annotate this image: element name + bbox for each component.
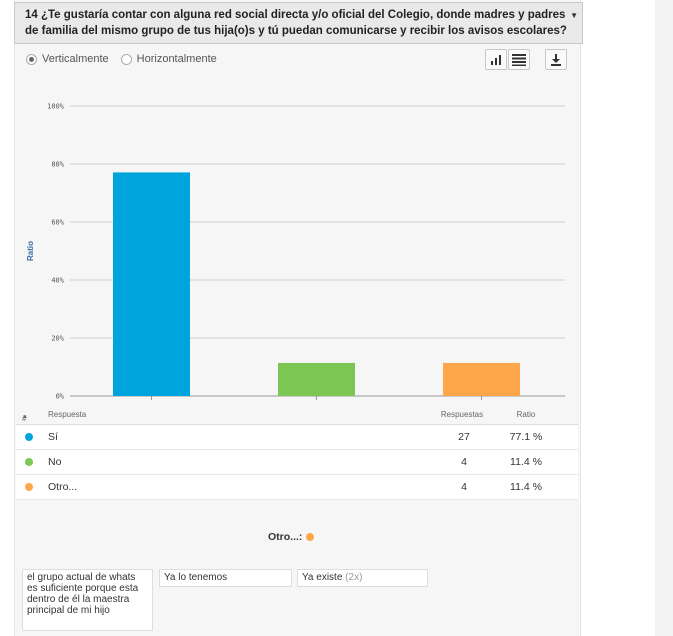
y-axis-title: Ratio (26, 241, 35, 261)
table-row: Otro... 4 11.4 % (16, 475, 578, 500)
other-answer-2: Ya lo tenemos (159, 569, 292, 587)
y-tick-label: 0% (56, 393, 65, 401)
other-answer-1: el grupo actual de whats es suficiente p… (22, 569, 153, 631)
row-count: 27 (458, 431, 470, 443)
page-gutter (655, 0, 673, 636)
row-ratio: 77.1 % (509, 431, 543, 443)
header-response[interactable]: Respuesta (48, 410, 87, 419)
y-tick-label: 100% (47, 103, 65, 111)
y-tick-label: 40% (51, 277, 64, 285)
table-view-button[interactable] (508, 49, 530, 70)
other-color-dot (306, 533, 315, 541)
row-count: 4 (461, 456, 467, 468)
bar-0 (113, 172, 190, 396)
bar-chart-button[interactable] (485, 49, 507, 70)
question-title-line2: de familia del mismo grupo de tus hija(o… (25, 25, 567, 37)
download-icon (551, 54, 561, 66)
row-count: 4 (461, 481, 467, 493)
series-dot (25, 433, 33, 441)
table-icon (512, 54, 526, 66)
orientation-options: Verticalmente Horizontalmente (26, 53, 217, 65)
caret-down-icon[interactable]: ▼ (570, 11, 578, 20)
series-dot (25, 483, 33, 491)
table-row: Sí 27 77.1 % (16, 425, 578, 450)
table-header: # ▲ Respuesta Respuestas Ratio (16, 406, 578, 425)
table-body: Sí 27 77.1 % No 4 11.4 % Otro... 4 11.4 % (16, 425, 578, 500)
horizontal-radio[interactable] (120, 53, 132, 65)
other-answer-3: Ya existe (2x) (297, 569, 428, 587)
row-label: No (48, 456, 62, 468)
row-ratio: 11.4 % (510, 456, 542, 468)
table-row: No 4 11.4 % (16, 450, 578, 475)
horizontal-label[interactable]: Horizontalmente (136, 53, 217, 65)
other-title-text: Otro...: (268, 531, 303, 543)
bar-chart-svg: 0% 20% 40% 60% 80% 100% Ratio (26, 103, 565, 401)
download-button[interactable] (545, 49, 567, 70)
other-answer-3-text: Ya existe (302, 572, 343, 583)
bar-chart: 0% 20% 40% 60% 80% 100% Ratio (20, 90, 580, 410)
vertical-radio[interactable] (26, 53, 37, 65)
y-tick-label: 20% (51, 335, 64, 343)
other-answer-1-text: el grupo actual de whats es suficiente p… (27, 572, 139, 616)
row-ratio: 11.4 % (510, 481, 542, 493)
sort-asc-icon[interactable]: ▲ (22, 414, 28, 420)
row-label: Otro... (48, 481, 78, 493)
header-ratio[interactable]: Ratio (516, 410, 536, 419)
bar-2 (443, 362, 520, 396)
results-table: # ▲ Respuesta Respuestas Ratio Sí 27 77.1 %… (16, 406, 578, 500)
series-dot (25, 458, 33, 466)
y-tick-label: 80% (51, 161, 64, 169)
question-title-line1: 14 ¿Te gustaría contar con alguna red so… (25, 9, 566, 21)
header-count[interactable]: Respuestas (440, 410, 484, 419)
other-answers-title: Otro...: (268, 531, 315, 543)
question-header[interactable]: 14 ¿Te gustaría contar con alguna red so… (14, 2, 583, 44)
bar-1 (278, 362, 355, 396)
y-tick-label: 60% (51, 219, 64, 227)
vertical-label[interactable]: Verticalmente (42, 53, 109, 65)
row-label: Sí (48, 431, 58, 443)
other-answer-2-text: Ya lo tenemos (164, 572, 228, 583)
bar-chart-icon (491, 55, 501, 65)
other-answer-3-count: (2x) (345, 572, 363, 583)
